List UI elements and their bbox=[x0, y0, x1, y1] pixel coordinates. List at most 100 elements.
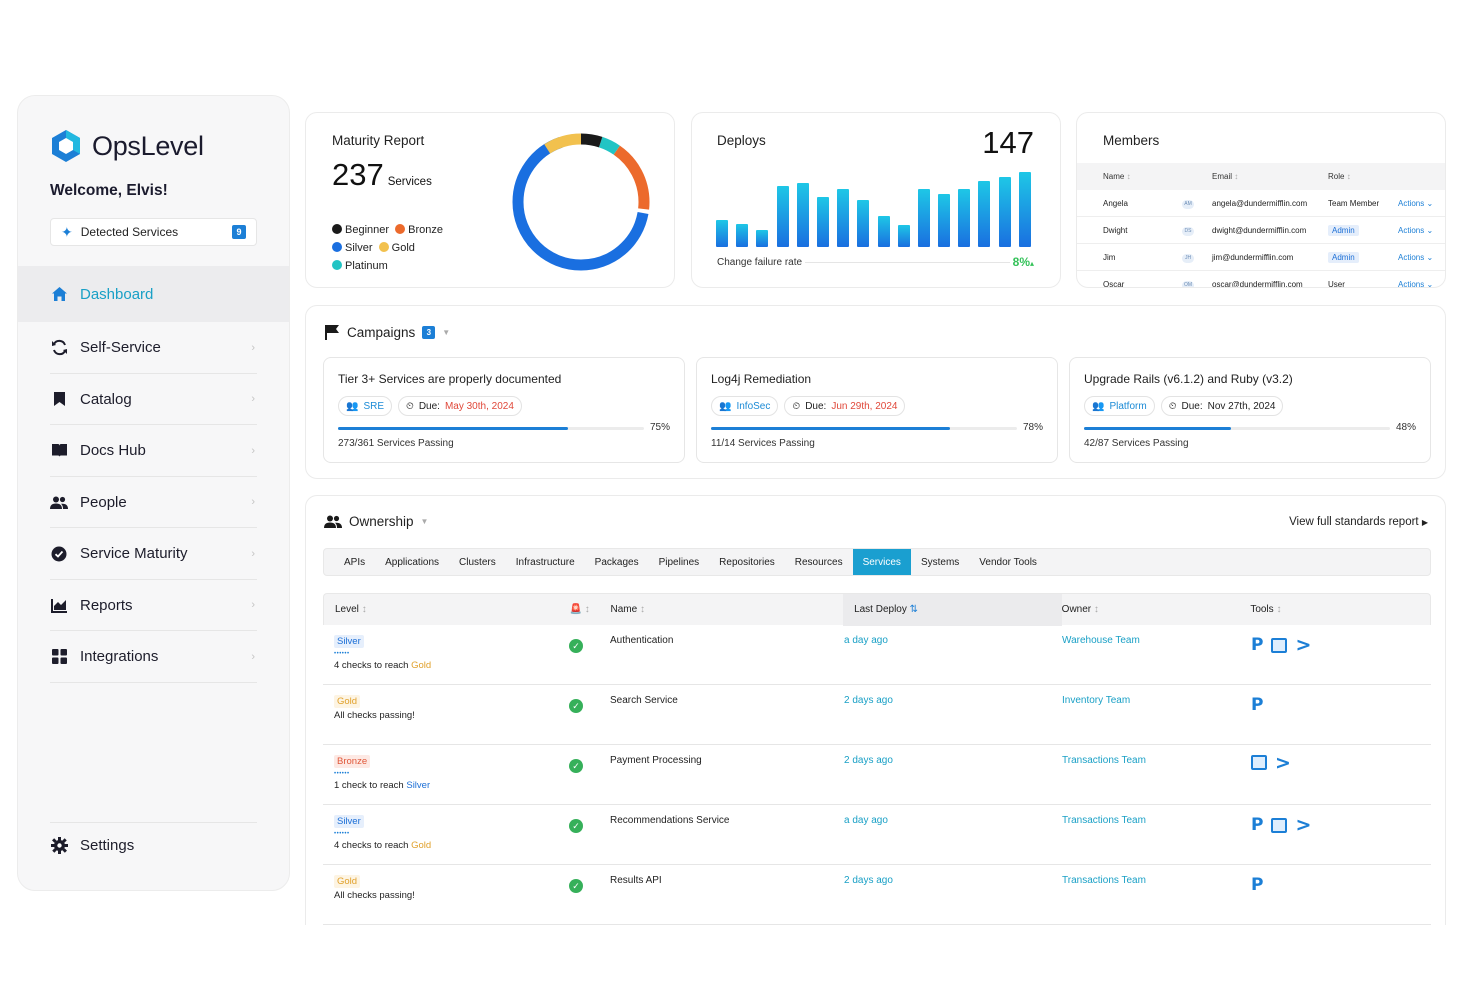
service-name[interactable]: Results API bbox=[610, 875, 662, 886]
level-badge[interactable]: Silver bbox=[334, 815, 364, 828]
table-row[interactable]: Dwight DS dwight@dundermifflin.com Admin Act… bbox=[1077, 217, 1445, 244]
sidebar-item-reports[interactable]: Reports › bbox=[18, 580, 289, 631]
column-header-name[interactable]: Name ↕ bbox=[610, 604, 645, 615]
service-name[interactable]: Authentication bbox=[610, 635, 674, 646]
column-header-email[interactable]: Email ↕ bbox=[1212, 172, 1239, 181]
owner-team[interactable]: Transactions Team bbox=[1062, 755, 1146, 766]
actions-menu[interactable]: Actions ⌄ bbox=[1398, 253, 1445, 262]
table-row[interactable]: Oscar OM oscar@dundermifflin.com User Action… bbox=[1077, 271, 1445, 288]
logo[interactable]: OpsLevel bbox=[50, 129, 204, 163]
maturity-report-card[interactable]: Maturity Report 237 Services Beginner Bro… bbox=[305, 112, 675, 288]
actions-menu[interactable]: Actions ⌄ bbox=[1398, 225, 1445, 235]
team-chip[interactable]: 👥 Platform bbox=[1084, 396, 1155, 416]
last-deploy[interactable]: 2 days ago bbox=[844, 875, 893, 886]
view-full-standards-report-link[interactable]: View full standards report ▶ bbox=[1289, 516, 1428, 528]
due-date-chip: ⏲ Due: Jun 29th, 2024 bbox=[784, 396, 906, 416]
sidebar-item-dashboard[interactable]: Dashboard bbox=[18, 266, 289, 322]
table-row[interactable]: Silver •••••• 4 checks to reach Gold ✓ Recom… bbox=[323, 805, 1431, 865]
campaign-card[interactable]: Tier 3+ Services are properly documented… bbox=[323, 357, 685, 463]
tab-applications[interactable]: Applications bbox=[385, 556, 440, 568]
tab-pipelines[interactable]: Pipelines bbox=[658, 556, 700, 568]
tab-repositories[interactable]: Repositories bbox=[719, 556, 775, 568]
level-badge[interactable]: Gold bbox=[334, 875, 361, 888]
tab-clusters[interactable]: Clusters bbox=[459, 556, 496, 568]
actions-menu[interactable]: Actions ⌄ bbox=[1398, 280, 1445, 288]
team-chip[interactable]: 👥 SRE bbox=[338, 396, 393, 416]
dashboard-tool-icon[interactable] bbox=[1271, 817, 1288, 833]
tools-cell: P > bbox=[1251, 635, 1431, 655]
deploy-bar bbox=[816, 197, 829, 247]
tab-systems[interactable]: Systems bbox=[920, 556, 960, 568]
owner-team[interactable]: Transactions Team bbox=[1062, 815, 1146, 826]
sidebar-item-integrations[interactable]: Integrations › bbox=[18, 631, 289, 683]
check-circle-icon: ✓ bbox=[569, 819, 583, 833]
pagerduty-icon[interactable]: P bbox=[1251, 635, 1264, 655]
tab-packages[interactable]: Packages bbox=[594, 556, 639, 568]
terminal-chevron-icon[interactable]: > bbox=[1275, 751, 1291, 774]
role-badge: Admin bbox=[1328, 251, 1359, 263]
ownership-header[interactable]: Ownership ▼ bbox=[324, 514, 428, 529]
column-header-alert[interactable]: 🚨 ↕ bbox=[569, 604, 590, 615]
last-deploy[interactable]: 2 days ago bbox=[844, 695, 893, 706]
terminal-chevron-icon[interactable]: > bbox=[1295, 634, 1312, 656]
last-deploy[interactable]: 2 days ago bbox=[844, 755, 893, 766]
campaigns-header[interactable]: Campaigns 3 ▼ bbox=[324, 324, 450, 340]
sidebar-item-docs-hub[interactable]: Docs Hub › bbox=[18, 425, 289, 477]
divider bbox=[50, 822, 257, 823]
table-row[interactable]: Gold All checks passing! ✓ Search Service 2 … bbox=[323, 685, 1431, 745]
last-deploy[interactable]: a day ago bbox=[844, 635, 888, 646]
dashboard-tool-icon[interactable] bbox=[1251, 755, 1267, 770]
tab-infrastructure[interactable]: Infrastructure bbox=[515, 556, 575, 568]
sidebar-item-catalog[interactable]: Catalog › bbox=[18, 374, 289, 425]
table-row[interactable]: Jim JH jim@dundermifflin.com Admin Actions ⌄ bbox=[1077, 244, 1445, 271]
column-header-role[interactable]: Role ↕ bbox=[1328, 172, 1351, 181]
legend-item-gold: Gold bbox=[378, 242, 415, 254]
detected-services-button[interactable]: ✦ Detected Services 9 bbox=[50, 218, 257, 246]
pagerduty-icon[interactable]: P bbox=[1251, 815, 1264, 835]
tab-vendor-tools[interactable]: Vendor Tools bbox=[979, 556, 1037, 568]
sidebar-item-service-maturity[interactable]: Service Maturity › bbox=[18, 528, 289, 580]
owner-team[interactable]: Transactions Team bbox=[1062, 875, 1146, 886]
deploys-card[interactable]: Deploys 147 Change failure rate 8%▴ bbox=[691, 112, 1061, 288]
pagerduty-icon[interactable]: P bbox=[1251, 695, 1264, 715]
progress-percent: 48% bbox=[1395, 422, 1416, 433]
tab-resources[interactable]: Resources bbox=[794, 556, 843, 568]
team-chip[interactable]: 👥 InfoSec bbox=[711, 396, 779, 416]
campaign-card[interactable]: Log4j Remediation 👥 InfoSec ⏲ Due: Jun 29th, … bbox=[696, 357, 1058, 463]
column-header-tools[interactable]: Tools ↕ bbox=[1250, 604, 1282, 615]
owner-team[interactable]: Inventory Team bbox=[1062, 695, 1131, 706]
deploy-bar bbox=[978, 181, 991, 247]
service-name[interactable]: Search Service bbox=[610, 695, 678, 706]
table-row[interactable]: Angela AM angela@dundermifflin.com Team Mem… bbox=[1077, 190, 1445, 217]
campaign-card[interactable]: Upgrade Rails (v6.1.2) and Ruby (v3.2) 👥 P… bbox=[1069, 357, 1431, 463]
service-name[interactable]: Recommendations Service bbox=[610, 815, 730, 826]
card-title: Members bbox=[1103, 133, 1160, 148]
pagerduty-icon[interactable]: P bbox=[1251, 875, 1264, 895]
chevron-down-icon: ⌄ bbox=[1424, 225, 1434, 235]
members-card[interactable]: Members Name ↕ Email ↕ Role ↕ Angela AM an… bbox=[1076, 112, 1446, 288]
level-badge[interactable]: Silver bbox=[334, 635, 364, 648]
due-date-chip: ⏲ Due: Nov 27th, 2024 bbox=[1160, 396, 1284, 416]
sidebar-item-settings[interactable]: Settings bbox=[50, 836, 134, 854]
level-badge[interactable]: Bronze bbox=[334, 755, 371, 768]
column-header-last-deploy[interactable]: Last Deploy ⇅ bbox=[843, 593, 1062, 626]
table-row[interactable]: Gold All checks passing! ✓ Results API 2 day… bbox=[323, 865, 1431, 925]
column-header-level[interactable]: Level ↕ bbox=[335, 604, 367, 615]
column-header-owner[interactable]: Owner ↕ bbox=[1061, 604, 1099, 615]
terminal-chevron-icon[interactable]: > bbox=[1295, 814, 1312, 836]
dashboard-tool-icon[interactable] bbox=[1271, 637, 1288, 653]
column-header-name[interactable]: Name ↕ bbox=[1103, 172, 1131, 181]
tab-services[interactable]: Services bbox=[852, 549, 911, 575]
service-name[interactable]: Payment Processing bbox=[610, 755, 702, 766]
owner-team[interactable]: Warehouse Team bbox=[1062, 635, 1140, 646]
level-badge[interactable]: Gold bbox=[334, 695, 361, 708]
last-deploy[interactable]: a day ago bbox=[844, 815, 888, 826]
sidebar-item-people[interactable]: People › bbox=[18, 477, 289, 528]
table-row[interactable]: Silver •••••• 4 checks to reach Gold ✓ Authe… bbox=[323, 625, 1431, 685]
actions-menu[interactable]: Actions ⌄ bbox=[1398, 199, 1445, 208]
table-row[interactable]: Bronze •••••• 1 check to reach Silver ✓ Paym… bbox=[323, 745, 1431, 805]
divider bbox=[50, 475, 257, 477]
tab-apis[interactable]: APIs bbox=[344, 556, 366, 568]
trend-up-icon: ▴ bbox=[1029, 259, 1034, 268]
sidebar-item-self-service[interactable]: Self-Service › bbox=[18, 322, 289, 374]
